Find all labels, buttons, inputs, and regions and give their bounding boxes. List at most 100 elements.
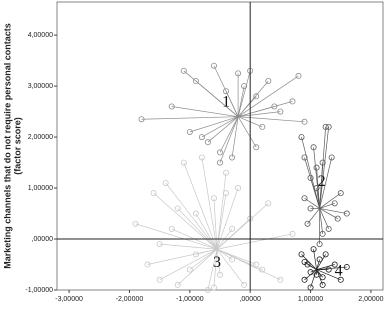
point [253,144,260,151]
point [235,185,242,192]
cluster-link [225,91,239,117]
point [144,261,151,268]
point [322,123,329,130]
point [210,62,217,69]
cluster-link [216,248,257,265]
cluster-link [301,136,320,209]
point [313,185,320,192]
cluster-link [216,233,293,250]
cluster-link [171,106,239,118]
cluster-link [207,249,218,291]
cluster-link [216,249,221,275]
point [316,241,323,248]
cluster-link [310,177,320,209]
point [343,264,350,271]
point [138,116,145,123]
point [229,256,236,263]
point [210,284,217,291]
point [319,230,326,237]
cluster-link [213,198,218,250]
point [310,144,317,151]
cluster-link [201,157,218,250]
cluster-link [319,126,330,209]
point [162,179,169,186]
point [198,154,205,161]
y-tick-label: 2,00000 [28,134,53,141]
point [334,215,341,222]
x-tick-label: 2,00000 [358,296,383,303]
point [301,118,308,125]
cluster-link [165,182,218,250]
cluster-link [316,259,320,270]
y-tick-label: 3,00000 [28,83,53,90]
point [277,276,284,283]
cluster-link [135,223,218,250]
point [331,261,338,268]
point [298,134,305,141]
point [331,200,338,207]
point [180,159,187,166]
cluster-link [319,208,338,219]
point [192,210,199,217]
x-tick-label: -1,00000 [176,296,204,303]
point [223,190,230,197]
point [186,128,193,135]
y-axis-title: Marketing channels that do not require p… [2,23,12,269]
point [216,271,223,278]
point [235,70,242,77]
point [301,258,308,265]
point [337,190,344,197]
point [343,210,350,217]
point [298,251,305,258]
cluster-link [319,157,333,209]
point [310,246,317,253]
point [192,251,199,258]
point [325,225,332,232]
x-tick-label: 1,00000 [298,296,323,303]
point [198,134,205,141]
cluster-link [159,248,218,281]
cluster-link [216,172,227,250]
point [192,78,199,85]
point [223,88,230,95]
cluster-link [319,208,329,229]
point [325,266,332,273]
point [319,159,326,166]
y-tick-label: 1,00000 [28,185,53,192]
point [229,154,236,161]
point [295,72,302,79]
point [204,286,211,293]
point [301,154,308,161]
x-tick-label: -3,00000 [55,296,83,303]
point [313,164,320,171]
cluster-link [216,249,245,286]
point [241,281,248,288]
cluster-link [216,248,263,270]
point [168,225,175,232]
cluster-link [307,208,320,224]
point [313,271,320,278]
point [259,266,266,273]
point [168,103,175,110]
point [156,241,163,248]
cluster-link [319,126,326,209]
cluster-link [316,269,341,281]
point [277,108,284,115]
point [316,256,323,263]
point [174,281,181,288]
cluster-link [319,192,341,209]
cluster-label: 1 [222,93,230,110]
point [319,281,326,288]
plot-area [56,1,384,291]
x-tick-label: ,00000 [239,296,261,303]
cluster-link [216,193,227,250]
point [289,98,296,105]
point [304,220,311,227]
point [204,139,211,146]
cluster-link [153,192,218,250]
cluster-link [177,208,218,250]
cluster-label: 2 [318,173,326,190]
cluster-link [304,197,320,209]
point [271,103,278,110]
point [307,205,314,212]
